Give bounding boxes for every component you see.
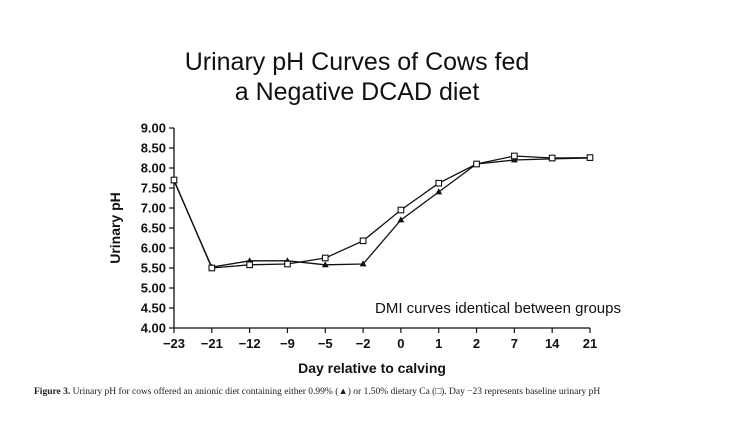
data-point-triangle <box>359 260 367 267</box>
chart-title-line-2: a Negative DCAD diet <box>235 78 480 106</box>
x-axis-label: Day relative to calving <box>298 360 446 376</box>
y-tick-label: 7.50 <box>141 181 166 196</box>
data-point-square <box>246 261 253 269</box>
data-point-square <box>170 176 178 184</box>
y-tick-label: 9.00 <box>141 121 166 136</box>
y-tick-label: 6.50 <box>141 221 166 236</box>
urinary-ph-chart: Urinary pH Curves of Cows fed a Negative… <box>107 48 621 376</box>
x-tick-label: −12 <box>239 336 261 351</box>
x-tick-label: 1 <box>435 336 442 351</box>
data-point-square <box>359 237 367 245</box>
y-tick-label: 4.50 <box>141 301 166 316</box>
data-point-triangle <box>397 216 405 223</box>
y-tick-label: 5.00 <box>141 281 166 296</box>
data-point-triangle <box>435 188 443 195</box>
x-tick-label: −9 <box>280 336 295 351</box>
data-point-square <box>397 206 405 214</box>
series-layer <box>170 152 594 272</box>
y-tick-label: 4.00 <box>141 321 166 336</box>
series-line-triangle <box>173 157 591 268</box>
data-point-triangle <box>321 261 329 268</box>
data-point-square <box>284 260 291 268</box>
series-line-square <box>173 155 591 269</box>
y-tick-label: 7.00 <box>141 201 166 216</box>
data-point-square <box>548 154 556 162</box>
data-point-square <box>321 254 329 262</box>
chart-annotation: DMI curves identical between groups <box>375 300 621 317</box>
x-tick-label: −2 <box>356 336 371 351</box>
x-axis-ticks: −23 −21 −12 −9 −5 −2 0 1 2 7 14 21 <box>163 328 597 351</box>
x-tick-label: 21 <box>583 336 597 351</box>
data-point-square <box>586 154 594 161</box>
x-tick-label: 0 <box>397 336 404 351</box>
y-tick-label: 8.50 <box>141 141 166 156</box>
chart-title-line-1: Urinary pH Curves of Cows fed <box>185 48 530 76</box>
data-point-square <box>435 179 443 187</box>
y-axis-label: Urinary pH <box>107 192 123 264</box>
x-tick-label: −23 <box>163 336 185 351</box>
data-point-triangle <box>510 156 518 163</box>
data-point-square <box>473 160 480 168</box>
y-tick-label: 5.50 <box>141 261 166 276</box>
caption-text: Urinary pH for cows offered an anionic d… <box>72 387 601 397</box>
x-tick-label: 7 <box>511 336 518 351</box>
caption-label: Figure 3. <box>34 387 71 397</box>
x-tick-label: 14 <box>545 336 560 351</box>
y-axis-ticks: 4.00 4.50 5.00 5.50 6.00 6.50 7.00 7.50 8.00 8.50… <box>141 121 174 336</box>
x-tick-label: −5 <box>318 336 333 351</box>
figure-caption: Figure 3. Urinary pH for cows offered an… <box>34 387 714 398</box>
data-point-square <box>208 264 216 272</box>
x-tick-label: −21 <box>201 336 223 351</box>
y-tick-label: 6.00 <box>141 241 166 256</box>
data-point-square <box>511 152 518 160</box>
y-tick-label: 8.00 <box>141 161 166 176</box>
x-tick-label: 2 <box>473 336 480 351</box>
